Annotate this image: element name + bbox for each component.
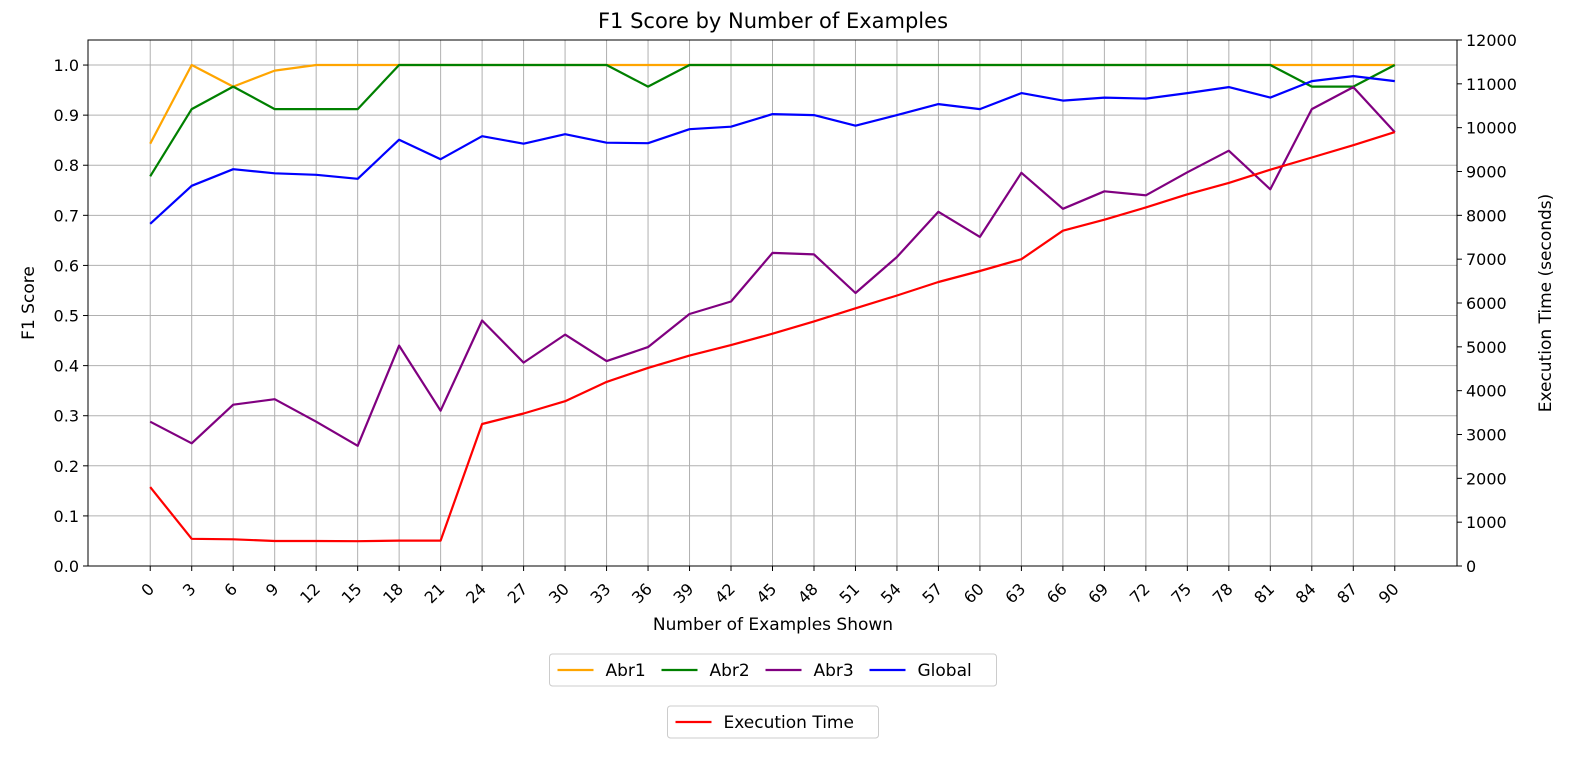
y-tick-label: 0.1 (54, 507, 79, 526)
y2-tick-label: 6000 (1466, 294, 1507, 313)
y2-tick-label: 9000 (1466, 163, 1507, 182)
legend-execution-time: Execution Time (667, 705, 879, 739)
x-tick-label: 54 (877, 579, 905, 607)
x-tick-label: 48 (794, 579, 822, 607)
x-tick-label: 27 (504, 579, 532, 607)
series-line-execution-time (149, 131, 1396, 543)
x-tick-label: 6 (220, 579, 241, 600)
y2-tick-label: 12000 (1466, 31, 1517, 50)
y2-tick-label: 3000 (1466, 426, 1507, 445)
x-tick-label: 36 (628, 579, 656, 607)
y2-tick-label: 4000 (1466, 382, 1507, 401)
x-tick-label: 84 (1292, 579, 1320, 607)
x-tick-label: 60 (960, 579, 988, 607)
legend-label: Abr2 (710, 661, 750, 681)
x-tick-label: 3 (179, 579, 200, 600)
y-axis-ticks: 0.0 0.1 0.2 0.3 0.4 0.5 0.6 0.7 0.8 0.9 1.0 (54, 56, 88, 576)
y2-axis-ticks: 0 1000 2000 3000 4000 5000 6000 7000 8000 9000 100… (1457, 31, 1517, 576)
grid-lines (88, 40, 1457, 567)
y-tick-label: 0.5 (54, 307, 79, 326)
y-tick-label: 0.2 (54, 457, 79, 476)
x-tick-label: 45 (752, 579, 780, 607)
x-tick-label: 0 (137, 579, 158, 600)
x-tick-label: 66 (1043, 579, 1071, 607)
series-line-global (149, 74, 1395, 225)
series-lines (149, 63, 1396, 543)
x-tick-label: 72 (1126, 579, 1154, 607)
x-tick-label: 42 (711, 579, 739, 607)
x-tick-label: 12 (296, 579, 324, 607)
y2-tick-label: 11000 (1466, 75, 1517, 94)
y2-tick-label: 5000 (1466, 338, 1507, 357)
y-tick-label: 0.3 (54, 407, 79, 426)
x-tick-label: 9 (262, 579, 283, 600)
legend-label: Abr3 (814, 661, 854, 681)
x-tick-label: 75 (1167, 579, 1195, 607)
x-tick-label: 21 (421, 579, 449, 607)
x-tick-label: 78 (1209, 579, 1237, 607)
y2-tick-label: 10000 (1466, 119, 1517, 138)
y2-tick-label: 8000 (1466, 206, 1507, 225)
x-tick-label: 18 (379, 579, 407, 607)
x-axis-label: Number of Examples Shown (653, 615, 893, 635)
x-tick-label: 51 (835, 579, 863, 607)
plot-frame (87, 39, 1458, 567)
y-tick-label: 0.4 (54, 357, 79, 376)
x-tick-label: 63 (1001, 579, 1029, 607)
x-tick-label: 69 (1084, 579, 1112, 607)
x-tick-label: 33 (587, 579, 615, 607)
series-line-abr2 (149, 63, 1396, 177)
y-axis-label: F1 Score (19, 266, 39, 340)
y2-tick-label: 2000 (1466, 469, 1507, 488)
x-tick-label: 87 (1333, 579, 1361, 607)
y-tick-label: 1.0 (54, 56, 79, 75)
legend-label: Abr1 (606, 661, 646, 681)
x-tick-label: 57 (918, 579, 946, 607)
y-tick-label: 0.9 (54, 106, 79, 125)
series-line-abr3 (149, 85, 1396, 447)
y-tick-label: 0.6 (54, 256, 79, 275)
y-tick-label: 0.7 (54, 206, 79, 225)
y2-tick-label: 0 (1466, 557, 1476, 576)
legend-label: Global (918, 661, 972, 681)
y-tick-label: 0.8 (54, 156, 79, 175)
y2-tick-label: 1000 (1466, 513, 1507, 532)
y2-tick-label: 7000 (1466, 250, 1507, 269)
legend-series: Abr1 Abr2 Abr3 Global (549, 653, 997, 687)
x-tick-label: 15 (338, 579, 366, 607)
x-tick-label: 90 (1375, 579, 1403, 607)
legend-label: Execution Time (724, 713, 854, 733)
x-tick-label: 39 (670, 579, 698, 607)
x-tick-label: 81 (1250, 579, 1278, 607)
legend-box (667, 705, 879, 739)
y-tick-label: 0.0 (54, 557, 79, 576)
y2-axis-label: Execution Time (seconds) (1536, 194, 1556, 413)
x-tick-label: 30 (545, 579, 573, 607)
x-axis-ticks: 0 3 6 9 12 15 18 21 24 27 30 33 36 39 42 45 48 51 54 57 60 63… (137, 566, 1403, 607)
chart-title: F1 Score by Number of Examples (598, 9, 948, 33)
x-tick-label: 24 (462, 579, 490, 607)
